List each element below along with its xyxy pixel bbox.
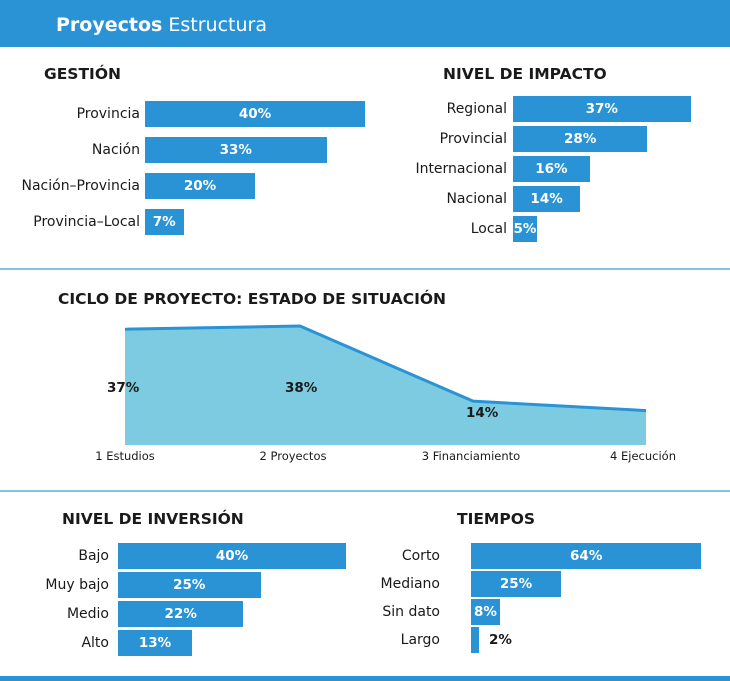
impacto-value-label: 37% xyxy=(585,101,618,117)
ciclo-category-label: 2 Proyectos xyxy=(260,449,327,463)
tiempos-bar xyxy=(471,627,479,653)
inversion-category-label: Bajo xyxy=(78,548,109,564)
tiempos-bar xyxy=(471,571,561,597)
impacto-category-label: Local xyxy=(470,221,507,237)
inversion-value-label: 13% xyxy=(138,635,172,651)
ciclo-area-line xyxy=(124,324,647,413)
ciclo-category-label: 3 Financiamiento xyxy=(422,449,520,463)
page-title-bold: Proyectos xyxy=(56,14,163,36)
gestion-value-label: 7% xyxy=(152,214,176,230)
tiempos-category-label: Largo xyxy=(400,632,440,648)
tiempos-category-label: Sin dato xyxy=(382,604,440,620)
gestion-value-label: 40% xyxy=(238,106,272,122)
inversion-category-label: Medio xyxy=(66,606,109,622)
tiempos-category-label: Corto xyxy=(401,548,440,564)
impacto-category-label: Regional xyxy=(446,101,507,117)
ciclo-area-chart: 37% 38% 14% 1 Estudios 2 Proyectos 3 Financia… xyxy=(95,324,676,463)
inversion-value-label: 40% xyxy=(215,548,249,564)
inversion-value-label: 25% xyxy=(173,577,206,593)
header-bar: Proyectos Estructura xyxy=(0,0,730,47)
tiempos-value-label: 25% xyxy=(499,576,533,592)
tiempos-bar xyxy=(471,599,500,625)
ciclo-area-fill xyxy=(125,326,646,445)
gestion-value-label: 20% xyxy=(183,178,217,194)
inversion-value-label: 22% xyxy=(164,606,197,622)
impacto-category-label: Internacional xyxy=(415,161,507,177)
impacto-bar xyxy=(513,96,691,122)
gestion-value-label: 33% xyxy=(219,142,252,158)
impacto-bar xyxy=(513,126,648,152)
tiempos-value-label: 64% xyxy=(570,548,603,564)
impacto-value-label: 14% xyxy=(530,191,563,207)
impacto-bar xyxy=(513,216,537,242)
inversion-bar xyxy=(118,572,261,598)
impacto-value-label: 16% xyxy=(535,161,568,177)
impacto-category-label: Provincial xyxy=(439,131,507,147)
gestion-title: GESTIÓN xyxy=(44,65,121,83)
ciclo-category-label: 4 Ejecución xyxy=(610,449,676,463)
ciclo-value-label: 37% xyxy=(107,380,140,396)
inversion-bar xyxy=(118,543,346,569)
tiempos-category-label: Mediano xyxy=(380,576,441,592)
impacto-value-label: 5% xyxy=(513,221,537,237)
tiempos-bar xyxy=(471,543,702,569)
impacto-bar xyxy=(513,156,590,182)
impacto-category-label: Nacional xyxy=(446,191,507,207)
ciclo-category-label: 1 Estudios xyxy=(95,449,155,463)
gestion-category-label: Provincia xyxy=(76,106,140,122)
gestion-category-label: Provincia–Local xyxy=(33,214,140,230)
tiempos-value-label: 2% xyxy=(489,632,512,648)
gestion-category-label: Nación xyxy=(91,142,140,158)
ciclo-title: CICLO DE PROYECTO: ESTADO DE SITUACIÓN xyxy=(58,290,447,308)
page-title: Proyectos Estructura xyxy=(56,14,267,36)
divider-bottom xyxy=(0,490,730,492)
inversion-category-label: Muy bajo xyxy=(45,577,109,593)
divider-top xyxy=(0,268,730,270)
tiempos-title: TIEMPOS xyxy=(457,510,536,528)
tiempos-value-label: 8% xyxy=(473,604,497,620)
ciclo-value-label: 14% xyxy=(466,405,499,421)
footer-bar xyxy=(0,676,730,681)
inversion-bar xyxy=(118,630,193,656)
gestion-bar xyxy=(145,101,365,127)
impacto-value-label: 28% xyxy=(564,131,597,147)
inversion-title: NIVEL DE INVERSIÓN xyxy=(62,510,244,528)
gestion-bar xyxy=(145,209,184,235)
impacto-title: NIVEL DE IMPACTO xyxy=(443,65,607,83)
inversion-category-label: Alto xyxy=(81,635,109,651)
ciclo-value-label: 38% xyxy=(285,380,318,396)
gestion-bar xyxy=(145,173,255,199)
inversion-bar xyxy=(118,601,244,627)
page-title-rest: Estructura xyxy=(168,14,267,36)
gestion-category-label: Nación–Provincia xyxy=(21,178,140,194)
gestion-bar xyxy=(145,137,327,163)
impacto-bar xyxy=(513,186,581,212)
